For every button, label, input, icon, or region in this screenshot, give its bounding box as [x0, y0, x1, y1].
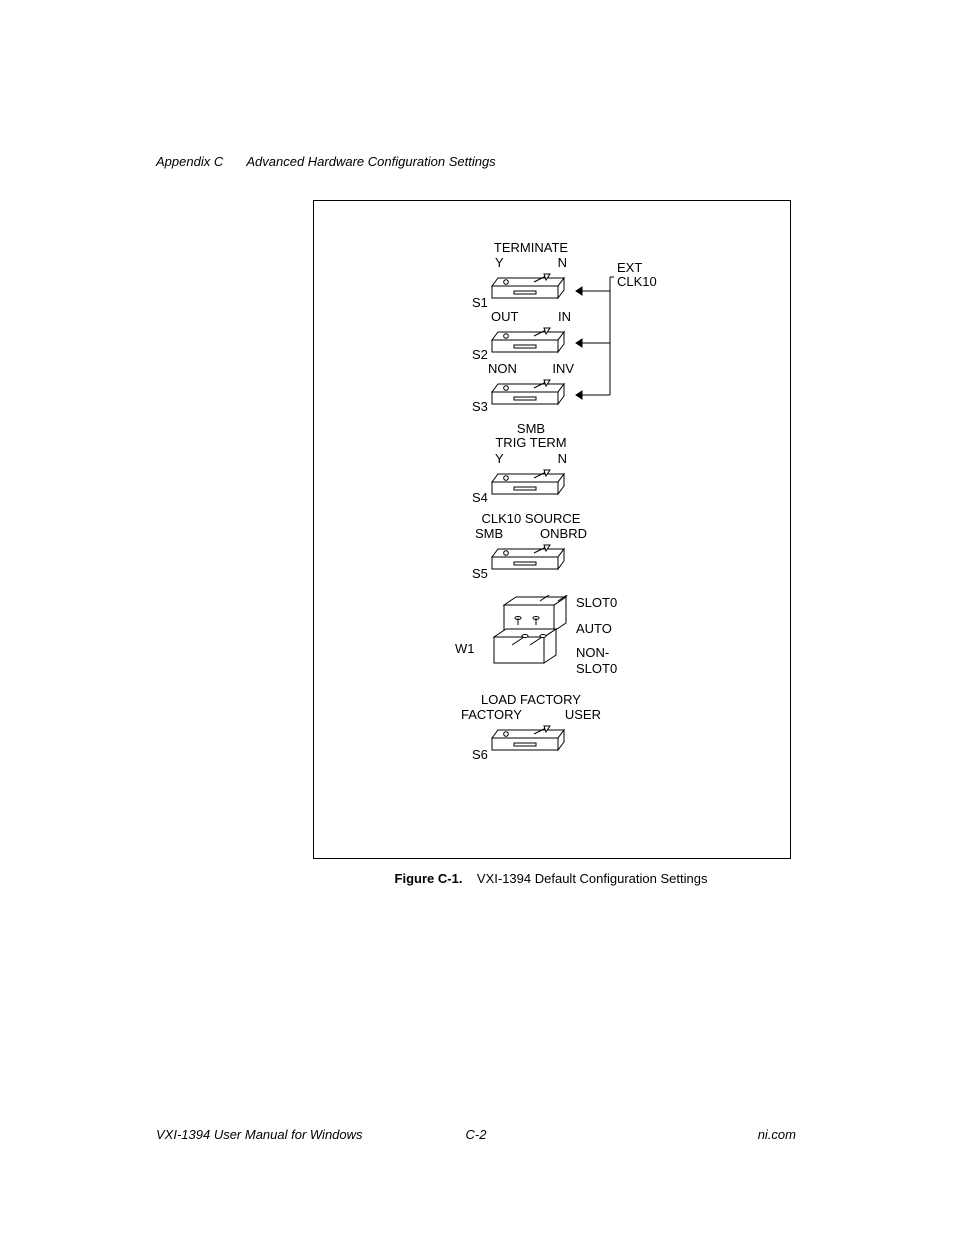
s4-left-opt: Y [495, 451, 504, 466]
s6-title: LOAD FACTORY [441, 693, 621, 707]
s4-title1: SMB [471, 422, 591, 436]
s6-label: S6 [472, 747, 488, 762]
w1-label: W1 [455, 641, 475, 656]
s4-title2: TRIG TERM [471, 436, 591, 450]
switch-s3-group: NON INV [471, 361, 591, 410]
s1-right-opt: N [558, 255, 567, 270]
w1-opt-slot0: SLOT0 [576, 595, 617, 611]
figure-caption: Figure C-1. VXI-1394 Default Configurati… [313, 871, 789, 886]
switch-icon [486, 376, 576, 410]
figure-box: EXT CLK10 TERMINATE [313, 200, 791, 859]
w1-opt-nonslot0: NON- SLOT0 [576, 645, 617, 676]
switch-s1-group: TERMINATE Y N [471, 241, 591, 304]
s3-left-opt: NON [488, 361, 517, 376]
switch-icon [486, 324, 576, 358]
switch-icon [486, 722, 576, 756]
footer-center: C-2 [466, 1127, 487, 1142]
s1-left-opt: Y [495, 255, 504, 270]
s4-label: S4 [472, 490, 488, 505]
s6-right-opt: USER [565, 707, 601, 722]
s2-label: S2 [472, 347, 488, 362]
switch-icon [486, 541, 576, 575]
s5-left-opt: SMB [475, 526, 503, 541]
s5-label: S5 [472, 566, 488, 581]
caption-text: VXI-1394 Default Configuration Settings [477, 871, 708, 886]
s3-right-opt: INV [552, 361, 574, 376]
header-title: Advanced Hardware Configuration Settings [246, 154, 495, 169]
header-appendix: Appendix C [156, 154, 223, 169]
s5-right-opt: ONBRD [540, 526, 587, 541]
caption-label: Figure C-1. [395, 871, 463, 886]
footer-right: ni.com [758, 1127, 796, 1142]
s3-label: S3 [472, 399, 488, 414]
s4-right-opt: N [558, 451, 567, 466]
switch-icon [486, 466, 576, 500]
footer-left: VXI-1394 User Manual for Windows [156, 1127, 363, 1142]
s5-title: CLK10 SOURCE [451, 512, 611, 526]
s2-right-opt: IN [558, 309, 571, 324]
ext-clk10-label: EXT CLK10 [617, 261, 657, 290]
page-header: Appendix C Advanced Hardware Configurati… [156, 154, 496, 169]
s2-left-opt: OUT [491, 309, 518, 324]
s1-title: TERMINATE [471, 241, 591, 255]
switch-icon [486, 270, 576, 304]
switch-s6-group: LOAD FACTORY FACTORY USER [441, 693, 621, 756]
s6-left-opt: FACTORY [461, 707, 522, 722]
s1-label: S1 [472, 295, 488, 310]
switch-s4-group: SMB TRIG TERM Y N [471, 422, 591, 500]
w1-opt-auto: AUTO [576, 621, 612, 637]
switch-s2-group: OUT IN [471, 309, 591, 358]
